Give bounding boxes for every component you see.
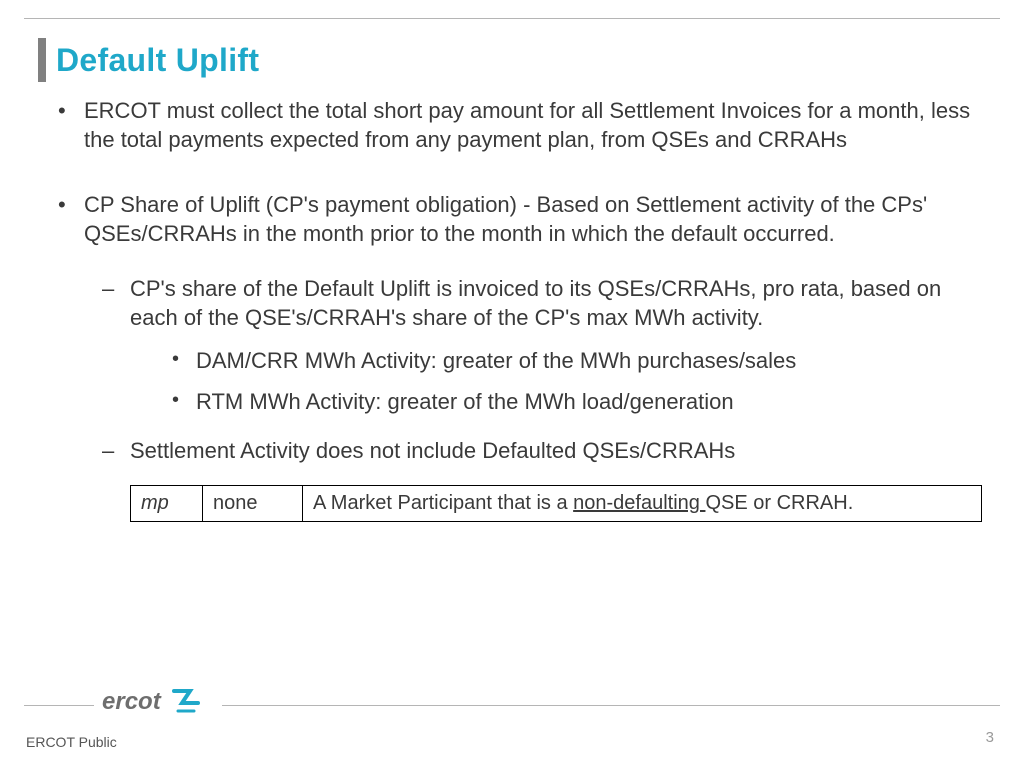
slide-title: Default Uplift xyxy=(56,42,259,79)
logo-text: ercot xyxy=(102,688,162,715)
top-rule xyxy=(24,18,1000,19)
title-accent-bar xyxy=(38,38,46,82)
bullet-2-sub1-b-text: RTM MWh Activity: greater of the MWh loa… xyxy=(196,389,734,414)
definition-table: mp none A Market Participant that is a n… xyxy=(130,485,982,521)
slide-title-wrap: Default Uplift xyxy=(38,38,259,82)
bullet-2-sub1: CP's share of the Default Uplift is invo… xyxy=(84,274,976,416)
def-c3-post: QSE or CRRAH. xyxy=(705,492,853,514)
ercot-logo: ercot xyxy=(94,683,222,728)
bullet-2-sub1-a-text: DAM/CRR MWh Activity: greater of the MWh… xyxy=(196,348,796,373)
def-col-2: none xyxy=(203,486,303,521)
def-c3-pre: A Market Participant that is a xyxy=(313,492,573,514)
bullet-2-text: CP Share of Uplift (CP's payment obligat… xyxy=(84,192,927,246)
bullet-1: ERCOT must collect the total short pay a… xyxy=(56,96,976,154)
ercot-logo-icon: ercot xyxy=(102,683,214,723)
def-col-3: A Market Participant that is a non-defau… xyxy=(303,486,982,521)
table-row: mp none A Market Participant that is a n… xyxy=(131,486,982,521)
def-c3-underline: non-defaulting xyxy=(573,492,705,514)
bullet-2-sub1-text: CP's share of the Default Uplift is invo… xyxy=(130,276,941,330)
slide-body: ERCOT must collect the total short pay a… xyxy=(56,96,976,558)
footer-label: ERCOT Public xyxy=(26,734,117,750)
page-number: 3 xyxy=(986,729,994,746)
bullet-2-sub2: Settlement Activity does not include Def… xyxy=(84,436,976,465)
def-col-1: mp xyxy=(131,486,203,521)
bullet-2-sub1-a: DAM/CRR MWh Activity: greater of the MWh… xyxy=(130,346,976,375)
bullet-2-sub1-b: RTM MWh Activity: greater of the MWh loa… xyxy=(130,387,976,416)
bullet-2: CP Share of Uplift (CP's payment obligat… xyxy=(56,190,976,522)
bullet-2-sub2-text: Settlement Activity does not include Def… xyxy=(130,438,735,463)
bullet-1-text: ERCOT must collect the total short pay a… xyxy=(84,98,970,152)
